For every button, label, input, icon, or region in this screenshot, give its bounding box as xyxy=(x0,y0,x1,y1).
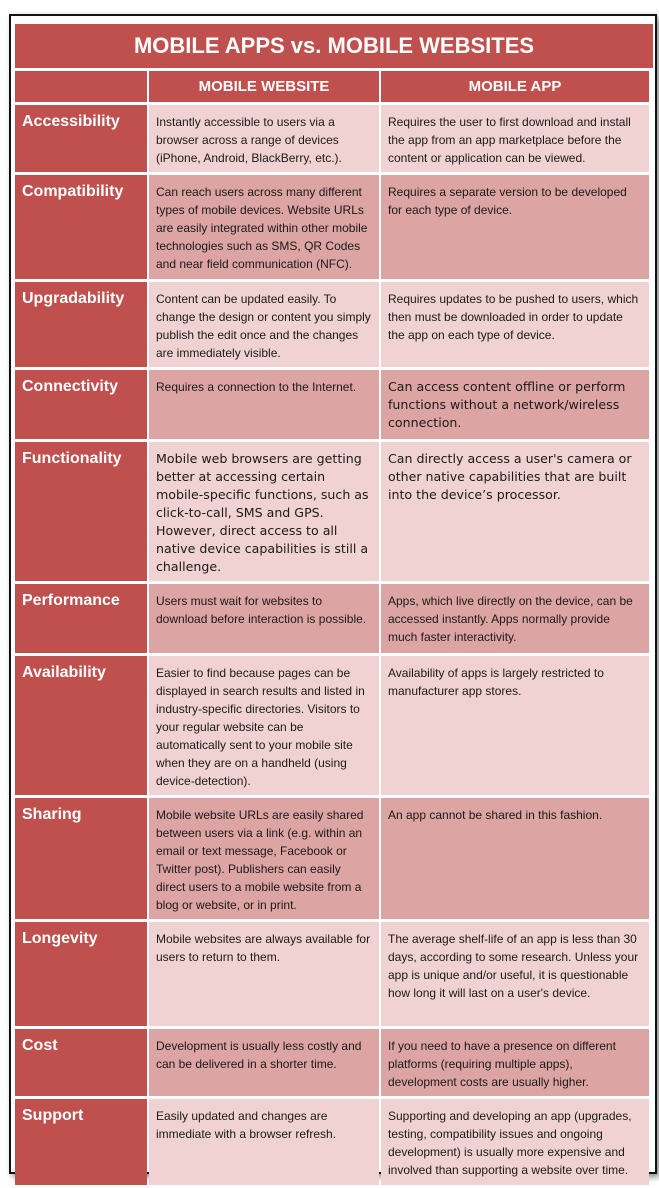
app-cell: Can access content offline or perform fu… xyxy=(381,370,649,439)
row-label: Cost xyxy=(15,1029,147,1096)
comparison-table: MOBILE WEBSITE MOBILE APP Accessibility I… xyxy=(13,68,651,1188)
row-label: Support xyxy=(15,1099,147,1185)
table-row: Compatibility Can reach users across many… xyxy=(15,175,649,279)
app-cell: An app cannot be shared in this fashion. xyxy=(381,798,649,919)
app-cell: Can directly access a user's camera or o… xyxy=(381,442,649,581)
app-cell: Requires updates to be pushed to users, … xyxy=(381,282,649,367)
row-label: Upgradability xyxy=(15,282,147,367)
infographic-frame: MOBILE APPS vs. MOBILE WEBSITES MOBILE W… xyxy=(9,14,657,1185)
row-label: Availability xyxy=(15,656,147,795)
table-row: Availability Easier to find because pages… xyxy=(15,656,649,795)
website-cell: Easier to find because pages can be disp… xyxy=(149,656,379,795)
header-mobile-website: MOBILE WEBSITE xyxy=(149,71,379,102)
table-row: Support Easily updated and changes are im… xyxy=(15,1099,649,1185)
header-mobile-app: MOBILE APP xyxy=(381,71,649,102)
website-cell: Users must wait for websites to download… xyxy=(149,584,379,653)
table-row: Sharing Mobile website URLs are easily sh… xyxy=(15,798,649,919)
app-cell: If you need to have a presence on differ… xyxy=(381,1029,649,1096)
header-row: MOBILE WEBSITE MOBILE APP xyxy=(15,71,649,102)
table-row: Connectivity Requires a connection to the… xyxy=(15,370,649,439)
header-empty xyxy=(15,71,147,102)
website-cell: Instantly accessible to users via a brow… xyxy=(149,105,379,172)
website-cell: Easily updated and changes are immediate… xyxy=(149,1099,379,1185)
app-cell: Availability of apps is largely restrict… xyxy=(381,656,649,795)
table-row: Cost Development is usually less costly a… xyxy=(15,1029,649,1096)
website-cell: Can reach users across many different ty… xyxy=(149,175,379,279)
row-label: Compatibility xyxy=(15,175,147,279)
table-row: Longevity Mobile websites are always avai… xyxy=(15,922,649,1026)
table-row: Upgradability Content can be updated easi… xyxy=(15,282,649,367)
website-cell: Mobile web browsers are getting better a… xyxy=(149,442,379,581)
row-label: Sharing xyxy=(15,798,147,919)
app-cell: Apps, which live directly on the device,… xyxy=(381,584,649,653)
table-row: Functionality Mobile web browsers are get… xyxy=(15,442,649,581)
app-cell: The average shelf-life of an app is less… xyxy=(381,922,649,1026)
row-label: Performance xyxy=(15,584,147,653)
app-cell: Requires the user to first download and … xyxy=(381,105,649,172)
website-cell: Content can be updated easily. To change… xyxy=(149,282,379,367)
website-cell: Requires a connection to the Internet. xyxy=(149,370,379,439)
row-label: Longevity xyxy=(15,922,147,1026)
table-row: Performance Users must wait for websites … xyxy=(15,584,649,653)
row-label: Connectivity xyxy=(15,370,147,439)
table-row: Accessibility Instantly accessible to use… xyxy=(15,105,649,172)
page-title: MOBILE APPS vs. MOBILE WEBSITES xyxy=(15,24,653,68)
app-cell: Requires a separate version to be develo… xyxy=(381,175,649,279)
website-cell: Mobile website URLs are easily shared be… xyxy=(149,798,379,919)
website-cell: Development is usually less costly and c… xyxy=(149,1029,379,1096)
app-cell: Supporting and developing an app (upgrad… xyxy=(381,1099,649,1185)
row-label: Functionality xyxy=(15,442,147,581)
website-cell: Mobile websites are always available for… xyxy=(149,922,379,1026)
row-label: Accessibility xyxy=(15,105,147,172)
